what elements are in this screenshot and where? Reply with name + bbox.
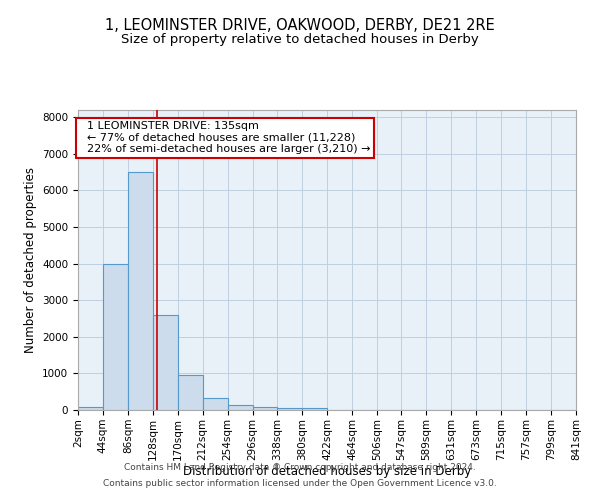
- X-axis label: Distribution of detached houses by size in Derby: Distribution of detached houses by size …: [183, 466, 471, 478]
- Bar: [128, 172, 153, 410]
- Text: Contains HM Land Registry data © Crown copyright and database right 2024.: Contains HM Land Registry data © Crown c…: [124, 464, 476, 472]
- Bar: [302, 408, 327, 410]
- Bar: [153, 315, 178, 410]
- Bar: [227, 405, 253, 410]
- Bar: [203, 398, 227, 410]
- Text: Contains public sector information licensed under the Open Government Licence v3: Contains public sector information licen…: [103, 478, 497, 488]
- Bar: [78, 408, 103, 410]
- Text: 1, LEOMINSTER DRIVE, OAKWOOD, DERBY, DE21 2RE: 1, LEOMINSTER DRIVE, OAKWOOD, DERBY, DE2…: [105, 18, 495, 32]
- Bar: [178, 375, 203, 410]
- Y-axis label: Number of detached properties: Number of detached properties: [23, 167, 37, 353]
- Text: 1 LEOMINSTER DRIVE: 135sqm
  ← 77% of detached houses are smaller (11,228)
  22%: 1 LEOMINSTER DRIVE: 135sqm ← 77% of deta…: [80, 121, 370, 154]
- Bar: [277, 408, 302, 410]
- Bar: [253, 407, 277, 410]
- Text: Size of property relative to detached houses in Derby: Size of property relative to detached ho…: [121, 32, 479, 46]
- Bar: [103, 264, 128, 410]
